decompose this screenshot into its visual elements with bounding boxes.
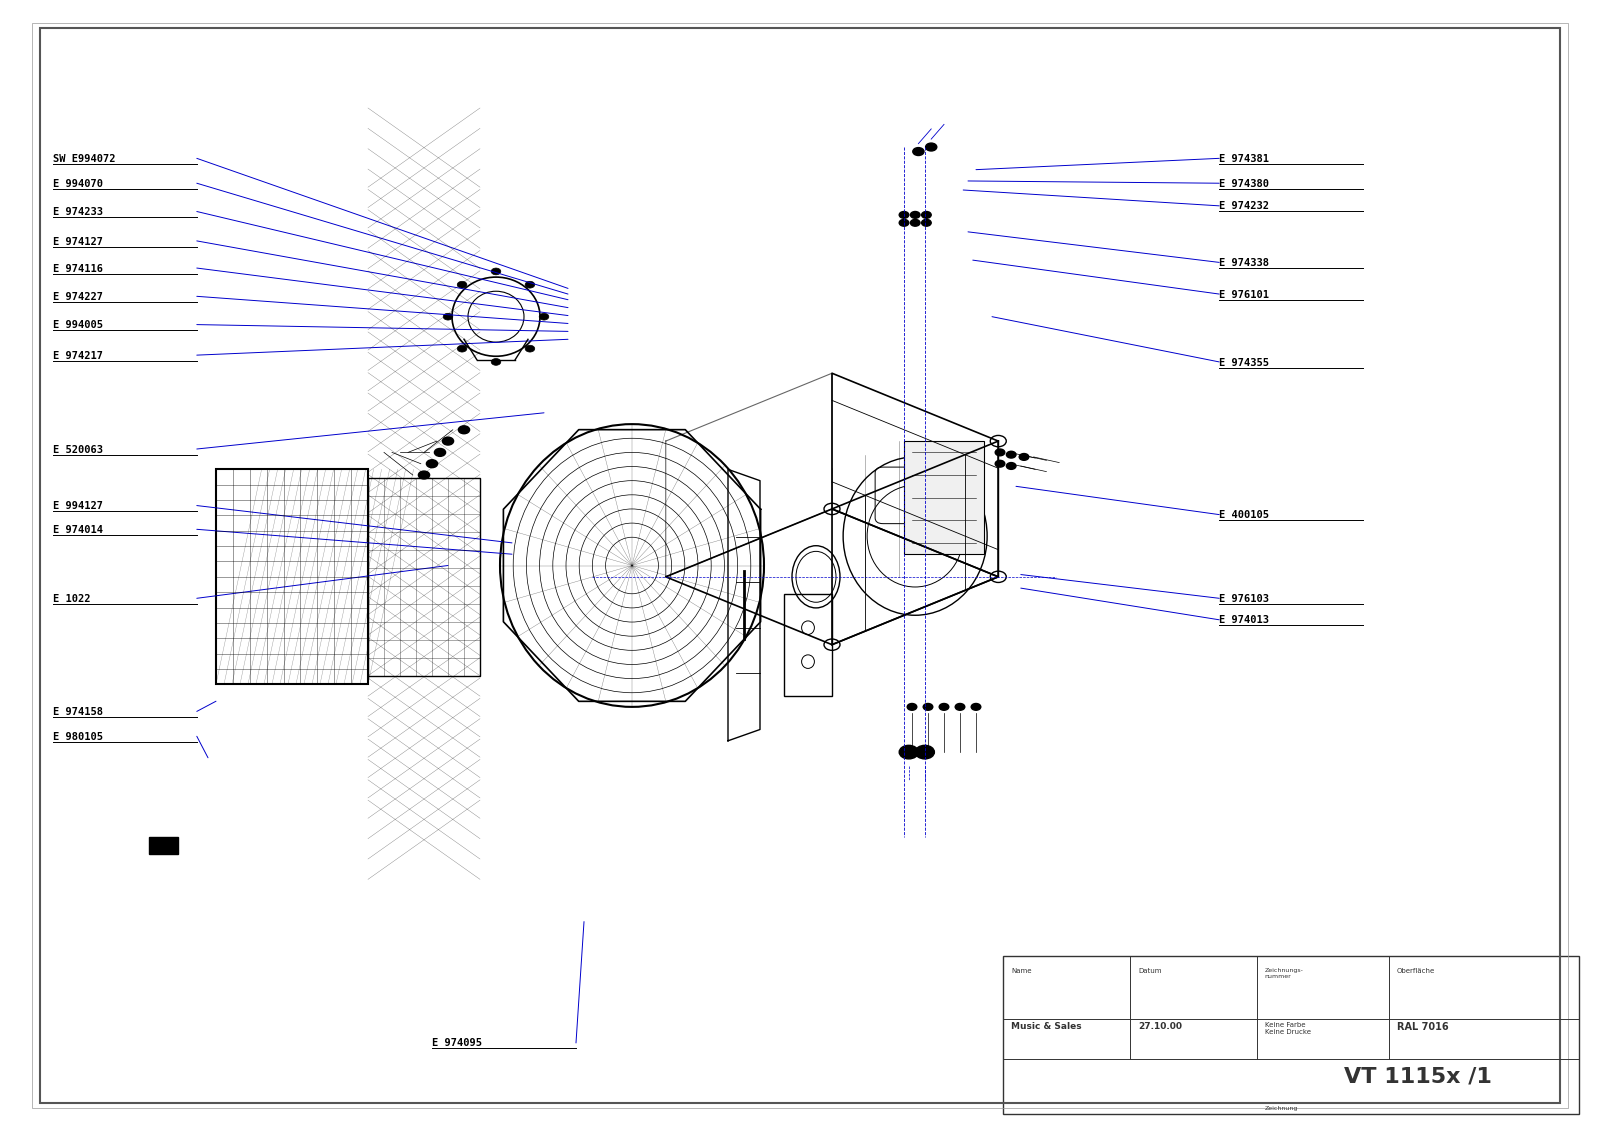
Text: E 994127: E 994127 <box>53 501 102 511</box>
Ellipse shape <box>925 144 938 150</box>
Text: E 974014: E 974014 <box>53 525 102 535</box>
Ellipse shape <box>1019 454 1029 460</box>
Text: Music & Sales: Music & Sales <box>1011 1022 1082 1031</box>
Text: E 974355: E 974355 <box>1219 357 1269 368</box>
Text: E 974127: E 974127 <box>53 236 102 247</box>
Ellipse shape <box>915 745 934 759</box>
Ellipse shape <box>922 211 931 218</box>
Text: E 974227: E 974227 <box>53 292 102 302</box>
Text: E 974232: E 974232 <box>1219 201 1269 211</box>
Bar <box>149 837 178 854</box>
Bar <box>368 478 480 676</box>
Ellipse shape <box>426 460 438 468</box>
Ellipse shape <box>995 460 1005 467</box>
Text: E 974013: E 974013 <box>1219 615 1269 625</box>
Ellipse shape <box>955 703 965 710</box>
Ellipse shape <box>1006 463 1016 469</box>
Ellipse shape <box>458 426 470 433</box>
Text: E 994070: E 994070 <box>53 179 102 189</box>
Text: E 976103: E 976103 <box>1219 594 1269 604</box>
Text: E 976101: E 976101 <box>1219 290 1269 300</box>
Text: E 400105: E 400105 <box>1219 510 1269 520</box>
Text: Zeichnung: Zeichnung <box>1264 1106 1298 1111</box>
Ellipse shape <box>912 147 925 155</box>
Ellipse shape <box>907 703 917 710</box>
Ellipse shape <box>899 745 918 759</box>
Ellipse shape <box>910 219 920 226</box>
Text: E 974116: E 974116 <box>53 264 102 274</box>
Text: E 974095: E 974095 <box>432 1038 482 1048</box>
Text: E 974381: E 974381 <box>1219 154 1269 164</box>
Text: E 520063: E 520063 <box>53 444 102 455</box>
Text: Name: Name <box>1011 968 1032 975</box>
Ellipse shape <box>995 449 1005 456</box>
Ellipse shape <box>491 359 501 365</box>
Ellipse shape <box>419 472 429 480</box>
Ellipse shape <box>1006 451 1016 458</box>
Text: E 974380: E 974380 <box>1219 179 1269 189</box>
Ellipse shape <box>442 437 454 446</box>
Ellipse shape <box>458 282 467 288</box>
Text: 27.10.00: 27.10.00 <box>1138 1022 1182 1031</box>
Ellipse shape <box>435 449 446 456</box>
Ellipse shape <box>539 313 549 320</box>
Ellipse shape <box>923 703 933 710</box>
Text: E 974233: E 974233 <box>53 207 102 217</box>
Text: E 974158: E 974158 <box>53 707 102 717</box>
Text: SW E994072: SW E994072 <box>53 154 115 164</box>
Text: E 980105: E 980105 <box>53 732 102 742</box>
Ellipse shape <box>939 703 949 710</box>
Text: Datum: Datum <box>1138 968 1162 975</box>
Bar <box>1003 956 1579 1114</box>
Ellipse shape <box>458 345 467 352</box>
Text: Oberfläche: Oberfläche <box>1397 968 1435 975</box>
Bar <box>904 441 984 554</box>
Ellipse shape <box>525 282 534 288</box>
Text: RAL 7016: RAL 7016 <box>1397 1022 1448 1033</box>
Bar <box>216 469 368 684</box>
Ellipse shape <box>443 313 453 320</box>
Text: E 974217: E 974217 <box>53 351 102 361</box>
Ellipse shape <box>971 703 981 710</box>
Text: Keine Farbe
Keine Drucke: Keine Farbe Keine Drucke <box>1264 1022 1310 1035</box>
Ellipse shape <box>899 211 909 218</box>
Ellipse shape <box>491 268 501 275</box>
Bar <box>784 594 832 696</box>
Text: Zeichnungs-
nummer: Zeichnungs- nummer <box>1264 968 1304 979</box>
Ellipse shape <box>525 345 534 352</box>
Text: VT 1115x /1: VT 1115x /1 <box>1344 1067 1491 1087</box>
Ellipse shape <box>899 219 909 226</box>
Text: E 974338: E 974338 <box>1219 258 1269 268</box>
Text: E 994005: E 994005 <box>53 320 102 330</box>
Text: E 1022: E 1022 <box>53 594 90 604</box>
Ellipse shape <box>922 219 931 226</box>
Ellipse shape <box>910 211 920 218</box>
